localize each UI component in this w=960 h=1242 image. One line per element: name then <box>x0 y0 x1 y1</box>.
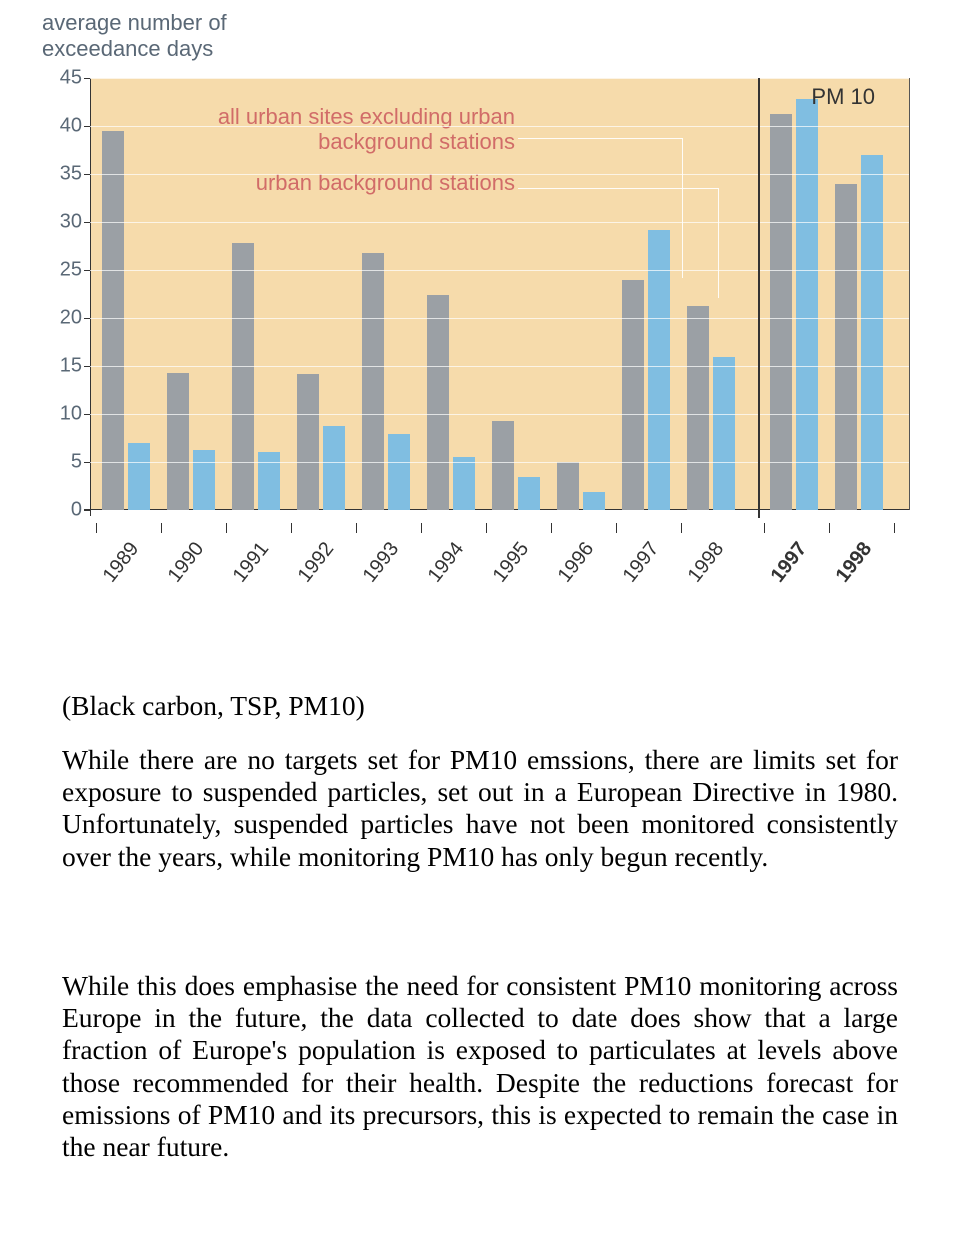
bar-series-b <box>388 434 410 510</box>
gridline <box>90 462 909 463</box>
y-axis-title: average number ofexceedance days <box>42 10 227 63</box>
y-tick-label: 15 <box>50 355 82 378</box>
bar-series-b <box>583 492 605 510</box>
y-tick-mark <box>84 414 90 415</box>
x-tick-mark <box>96 523 97 533</box>
x-tick-mark <box>291 523 292 533</box>
leader-line-1 <box>718 188 719 298</box>
x-tick-label: 1997 <box>767 538 813 587</box>
exceedance-chart: average number ofexceedance days all urb… <box>40 10 920 600</box>
y-tick-mark <box>84 366 90 367</box>
x-tick-label: 1998 <box>684 538 730 587</box>
y-tick-mark <box>84 78 90 79</box>
y-tick-label: 45 <box>50 67 82 90</box>
bar-series-b <box>453 457 475 510</box>
x-tick-mark <box>356 523 357 533</box>
y-tick-mark <box>84 510 90 511</box>
bar-series-a <box>362 253 384 510</box>
bar-series-b <box>648 230 670 510</box>
x-tick-mark <box>421 523 422 533</box>
bar-series-b <box>861 155 883 510</box>
bar-series-a <box>102 131 124 510</box>
y-tick-label: 30 <box>50 211 82 234</box>
y-tick-label: 35 <box>50 163 82 186</box>
gridline <box>90 270 909 271</box>
x-tick-label: 1989 <box>99 538 145 587</box>
section-divider <box>758 78 760 518</box>
x-tick-label: 1992 <box>294 538 340 587</box>
gridline <box>90 366 909 367</box>
gridline <box>90 318 909 319</box>
x-tick-label: 1994 <box>424 538 470 587</box>
bar-series-a <box>557 462 579 510</box>
x-tick-label: 1996 <box>554 538 600 587</box>
annotation-all-urban: all urban sites excluding urbanbackgroun… <box>218 104 515 155</box>
x-tick-mark <box>161 523 162 533</box>
bar-series-a <box>297 374 319 510</box>
y-tick-mark <box>84 126 90 127</box>
y-tick-mark <box>84 270 90 271</box>
y-tick-mark <box>84 174 90 175</box>
x-tick-label: 1995 <box>489 538 535 587</box>
x-tick-mark <box>829 523 830 533</box>
subtitle: (Black carbon, TSP, PM10) <box>62 690 898 722</box>
y-tick-label: 20 <box>50 307 82 330</box>
y-tick-label: 25 <box>50 259 82 282</box>
pm10-label: PM 10 <box>811 84 875 110</box>
leader-line-2b <box>518 138 682 139</box>
y-tick-label: 40 <box>50 115 82 138</box>
gridline <box>90 78 909 79</box>
x-tick-label: 1990 <box>164 538 210 587</box>
x-tick-label: 1997 <box>619 538 665 587</box>
bar-series-a <box>622 280 644 510</box>
y-tick-mark <box>84 462 90 463</box>
paragraph-1: While there are no targets set for PM10 … <box>62 744 898 873</box>
x-tick-label: 1991 <box>229 538 275 587</box>
bar-series-b <box>128 443 150 510</box>
x-tick-mark <box>616 523 617 533</box>
x-tick-mark <box>681 523 682 533</box>
bar-series-b <box>518 477 540 510</box>
x-tick-label: 1998 <box>832 538 878 587</box>
y-tick-label: 5 <box>50 451 82 474</box>
y-tick-mark <box>84 318 90 319</box>
x-tick-mark <box>486 523 487 533</box>
plot-area: all urban sites excluding urbanbackgroun… <box>90 78 910 510</box>
bar-series-a <box>687 306 709 510</box>
x-tick-mark <box>551 523 552 533</box>
y-tick-label: 10 <box>50 403 82 426</box>
y-tick-label: 0 <box>50 499 82 522</box>
paragraph-2: While this does emphasise the need for c… <box>62 970 898 1163</box>
bar-series-b <box>713 357 735 510</box>
bar-series-a <box>232 243 254 510</box>
gridline <box>90 222 909 223</box>
bar-series-b <box>323 426 345 510</box>
gridline <box>90 414 909 415</box>
bar-series-a <box>492 421 514 510</box>
leader-line-2 <box>682 138 683 278</box>
bar-series-a <box>427 295 449 510</box>
x-tick-mark <box>226 523 227 533</box>
bar-series-b <box>796 99 818 510</box>
gridline <box>90 174 909 175</box>
bar-series-a <box>167 373 189 510</box>
x-tick-mark <box>764 523 765 533</box>
x-tick-label: 1993 <box>359 538 405 587</box>
bar-series-b <box>193 450 215 510</box>
x-tick-mark <box>894 523 895 533</box>
leader-line-1b <box>518 188 718 189</box>
y-tick-mark <box>84 222 90 223</box>
gridline <box>90 126 909 127</box>
